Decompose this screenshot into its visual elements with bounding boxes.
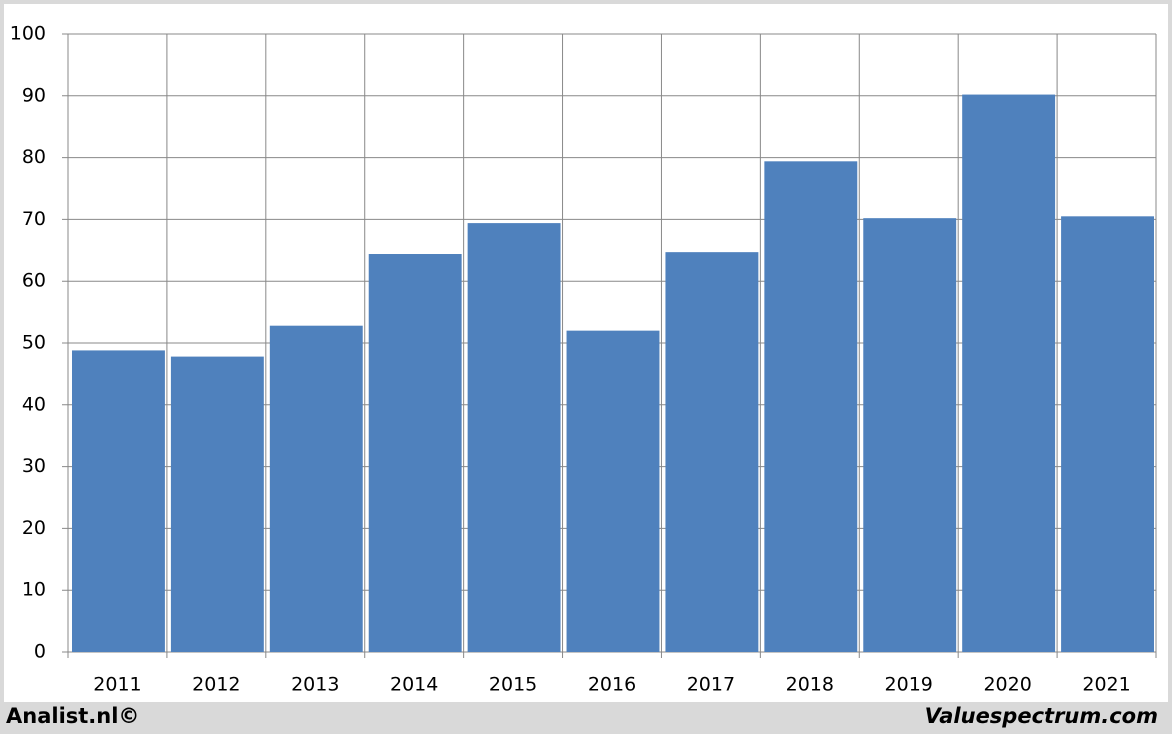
- y-tick-label: 30: [22, 455, 46, 477]
- bar: [665, 252, 759, 653]
- bar: [863, 218, 957, 652]
- x-tick-label: 2013: [291, 674, 339, 696]
- bar: [1061, 216, 1154, 652]
- bar: [566, 330, 660, 652]
- x-tick-label: 2021: [1082, 674, 1130, 696]
- y-tick-label: 80: [22, 146, 46, 168]
- bar: [170, 356, 264, 652]
- y-tick-label: 10: [22, 579, 46, 601]
- plot-area: 0 10 20 30 40 50 60 70 80 90 100 2011 2012 2013 2014 20…: [10, 23, 1157, 696]
- y-tick-label: 0: [34, 641, 46, 663]
- x-tick-label: 2018: [786, 674, 834, 696]
- y-tick-label: 50: [22, 332, 46, 354]
- x-tick-label: 2017: [687, 674, 735, 696]
- x-tick-label: 2014: [390, 674, 438, 696]
- footer-right: Valuespectrum.com: [925, 704, 1158, 728]
- y-tick-label: 40: [22, 393, 46, 415]
- x-tick-label: 2011: [93, 674, 141, 696]
- x-tick-label: 2020: [983, 674, 1031, 696]
- bar: [764, 161, 858, 653]
- footer-left: Analist.nl©: [6, 704, 139, 728]
- y-tick-label: 90: [22, 84, 46, 106]
- x-tick-label: 2012: [192, 674, 240, 696]
- bar: [962, 94, 1056, 652]
- x-tick-label: 2019: [885, 674, 933, 696]
- bar: [269, 325, 363, 652]
- bar: [72, 350, 165, 652]
- y-tick-label: 70: [22, 208, 46, 230]
- y-tick-label: 60: [22, 270, 46, 292]
- x-tick-label: 2016: [588, 674, 636, 696]
- y-tick-label: 20: [22, 517, 46, 539]
- y-tick-label: 100: [10, 23, 46, 45]
- bar: [467, 223, 561, 652]
- x-tick-label: 2015: [489, 674, 537, 696]
- bar: [368, 254, 462, 652]
